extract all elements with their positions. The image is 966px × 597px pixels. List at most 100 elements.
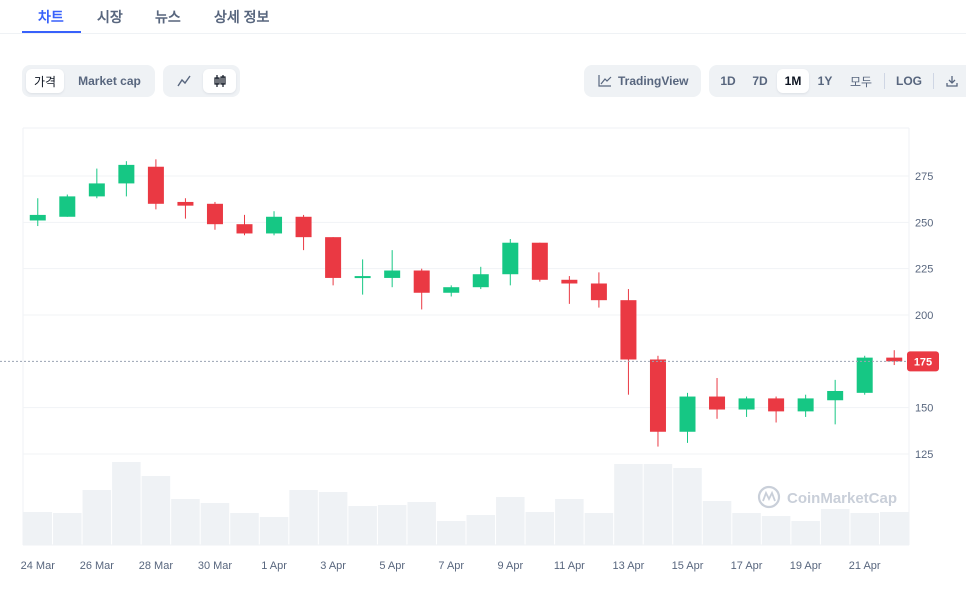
y-tick-label: 250 <box>915 217 933 229</box>
candle-body <box>561 279 578 284</box>
volume-bar <box>850 513 879 545</box>
candle-body <box>236 224 253 234</box>
candle-body <box>206 203 223 225</box>
candle-body <box>88 183 105 197</box>
range-divider <box>884 73 885 89</box>
x-tick-label: 1 Apr <box>261 560 287 572</box>
volume-bar <box>584 513 614 545</box>
candle-body <box>856 357 873 393</box>
volume-bar <box>318 492 348 545</box>
coinmarketcap-logo-mark <box>762 490 776 502</box>
volume-bar <box>377 505 407 545</box>
volume-bar <box>791 521 820 545</box>
log-scale-button[interactable]: LOG <box>896 74 922 88</box>
current-price-label: 175 <box>914 356 932 368</box>
volume-bar <box>230 513 259 545</box>
tab-chart[interactable]: 차트 <box>38 9 64 25</box>
tradingview-button[interactable]: TradingView <box>584 65 701 97</box>
range-7d-button[interactable]: 7D <box>752 74 768 88</box>
metric-toggle: 가격 Market cap <box>22 65 155 97</box>
y-tick-label: 200 <box>915 310 933 322</box>
candle-body <box>679 396 696 432</box>
download-button[interactable] <box>941 69 963 93</box>
volume-bar <box>820 509 850 545</box>
candlestick-button[interactable] <box>203 69 236 93</box>
x-tick-label: 13 Apr <box>613 560 645 572</box>
candle-body <box>29 214 46 221</box>
x-tick-label: 30 Mar <box>198 560 233 572</box>
volume-bar <box>879 512 909 545</box>
tab-bar: 차트 시장 뉴스 상세 정보 <box>0 0 966 34</box>
volume-bar <box>643 464 673 545</box>
x-tick-label: 19 Apr <box>790 560 822 572</box>
candle-body <box>325 237 342 278</box>
volume-bar <box>348 506 377 545</box>
volume-bar <box>614 464 643 545</box>
volume-bar <box>732 513 761 545</box>
tab-markets[interactable]: 시장 <box>97 9 123 25</box>
x-axis: 24 Mar 26 Mar 28 Mar 30 Mar 1 Apr 3 Apr 5 Apr 7… <box>21 560 881 572</box>
volume-bar <box>53 513 82 545</box>
candle-body <box>709 396 726 410</box>
volume-bar <box>200 503 230 545</box>
y-tick-label: 275 <box>915 171 933 183</box>
x-tick-label: 7 Apr <box>438 560 464 572</box>
volume-bar <box>259 517 289 545</box>
x-tick-label: 11 Apr <box>554 560 585 572</box>
candlestick-icon <box>213 75 226 87</box>
candle-body <box>384 270 401 278</box>
volume-bar <box>289 490 318 545</box>
volume-bar <box>702 501 732 545</box>
x-tick-label: 26 Mar <box>80 560 115 572</box>
candle-body <box>59 196 76 217</box>
coinmarketcap-logo-icon <box>757 485 781 509</box>
candle-body <box>620 300 637 360</box>
x-tick-label: 3 Apr <box>320 560 346 572</box>
x-tick-label: 9 Apr <box>497 560 523 572</box>
volume-bar <box>141 476 171 545</box>
volume-bar <box>112 462 141 545</box>
current-price-line: 175 <box>0 351 939 372</box>
coinmarketcap-watermark: CoinMarketCap <box>757 485 897 509</box>
candle-body <box>295 216 312 238</box>
candle-body <box>768 398 785 412</box>
chart-style-toggle <box>163 65 240 97</box>
chart-grid <box>22 127 910 546</box>
x-tick-label: 15 Apr <box>672 560 704 572</box>
y-tick-label: 225 <box>915 264 933 276</box>
volume-bar <box>466 515 496 545</box>
volume-bar <box>496 497 525 545</box>
candlesticks <box>29 159 903 447</box>
tab-news[interactable]: 뉴스 <box>155 9 181 25</box>
x-tick-label: 28 Mar <box>139 560 174 572</box>
volume-bar <box>82 490 112 545</box>
candle-body <box>649 359 666 432</box>
volume-bar <box>525 512 555 545</box>
volume-bar <box>555 499 584 545</box>
candle-body <box>472 274 489 288</box>
range-1m-button[interactable]: 1M <box>777 69 809 93</box>
x-tick-label: 5 Apr <box>379 560 405 572</box>
current-price-tag <box>907 351 939 372</box>
line-chart-button[interactable] <box>167 69 201 93</box>
candle-body <box>266 216 283 234</box>
x-tick-label: 17 Apr <box>731 560 763 572</box>
tradingview-label: TradingView <box>618 74 689 88</box>
price-option-button[interactable]: 가격 <box>26 69 64 93</box>
market-cap-option-button[interactable]: Market cap <box>78 74 141 88</box>
volume-bar <box>171 499 200 545</box>
active-tab-indicator <box>22 31 81 33</box>
download-icon <box>946 76 958 87</box>
volume-bar <box>407 502 436 545</box>
y-tick-label: 125 <box>915 449 933 461</box>
range-1d-button[interactable]: 1D <box>720 74 736 88</box>
range-1y-button[interactable]: 1Y <box>817 74 833 88</box>
volume-bar <box>436 521 466 545</box>
candle-body <box>354 276 371 279</box>
tab-details[interactable]: 상세 정보 <box>214 9 270 25</box>
y-axis: 275 250 225 200 150 125 <box>915 171 933 461</box>
range-all-button[interactable]: 모두 <box>849 74 873 89</box>
watermark-text: CoinMarketCap <box>787 490 897 507</box>
candle-body <box>738 398 755 410</box>
